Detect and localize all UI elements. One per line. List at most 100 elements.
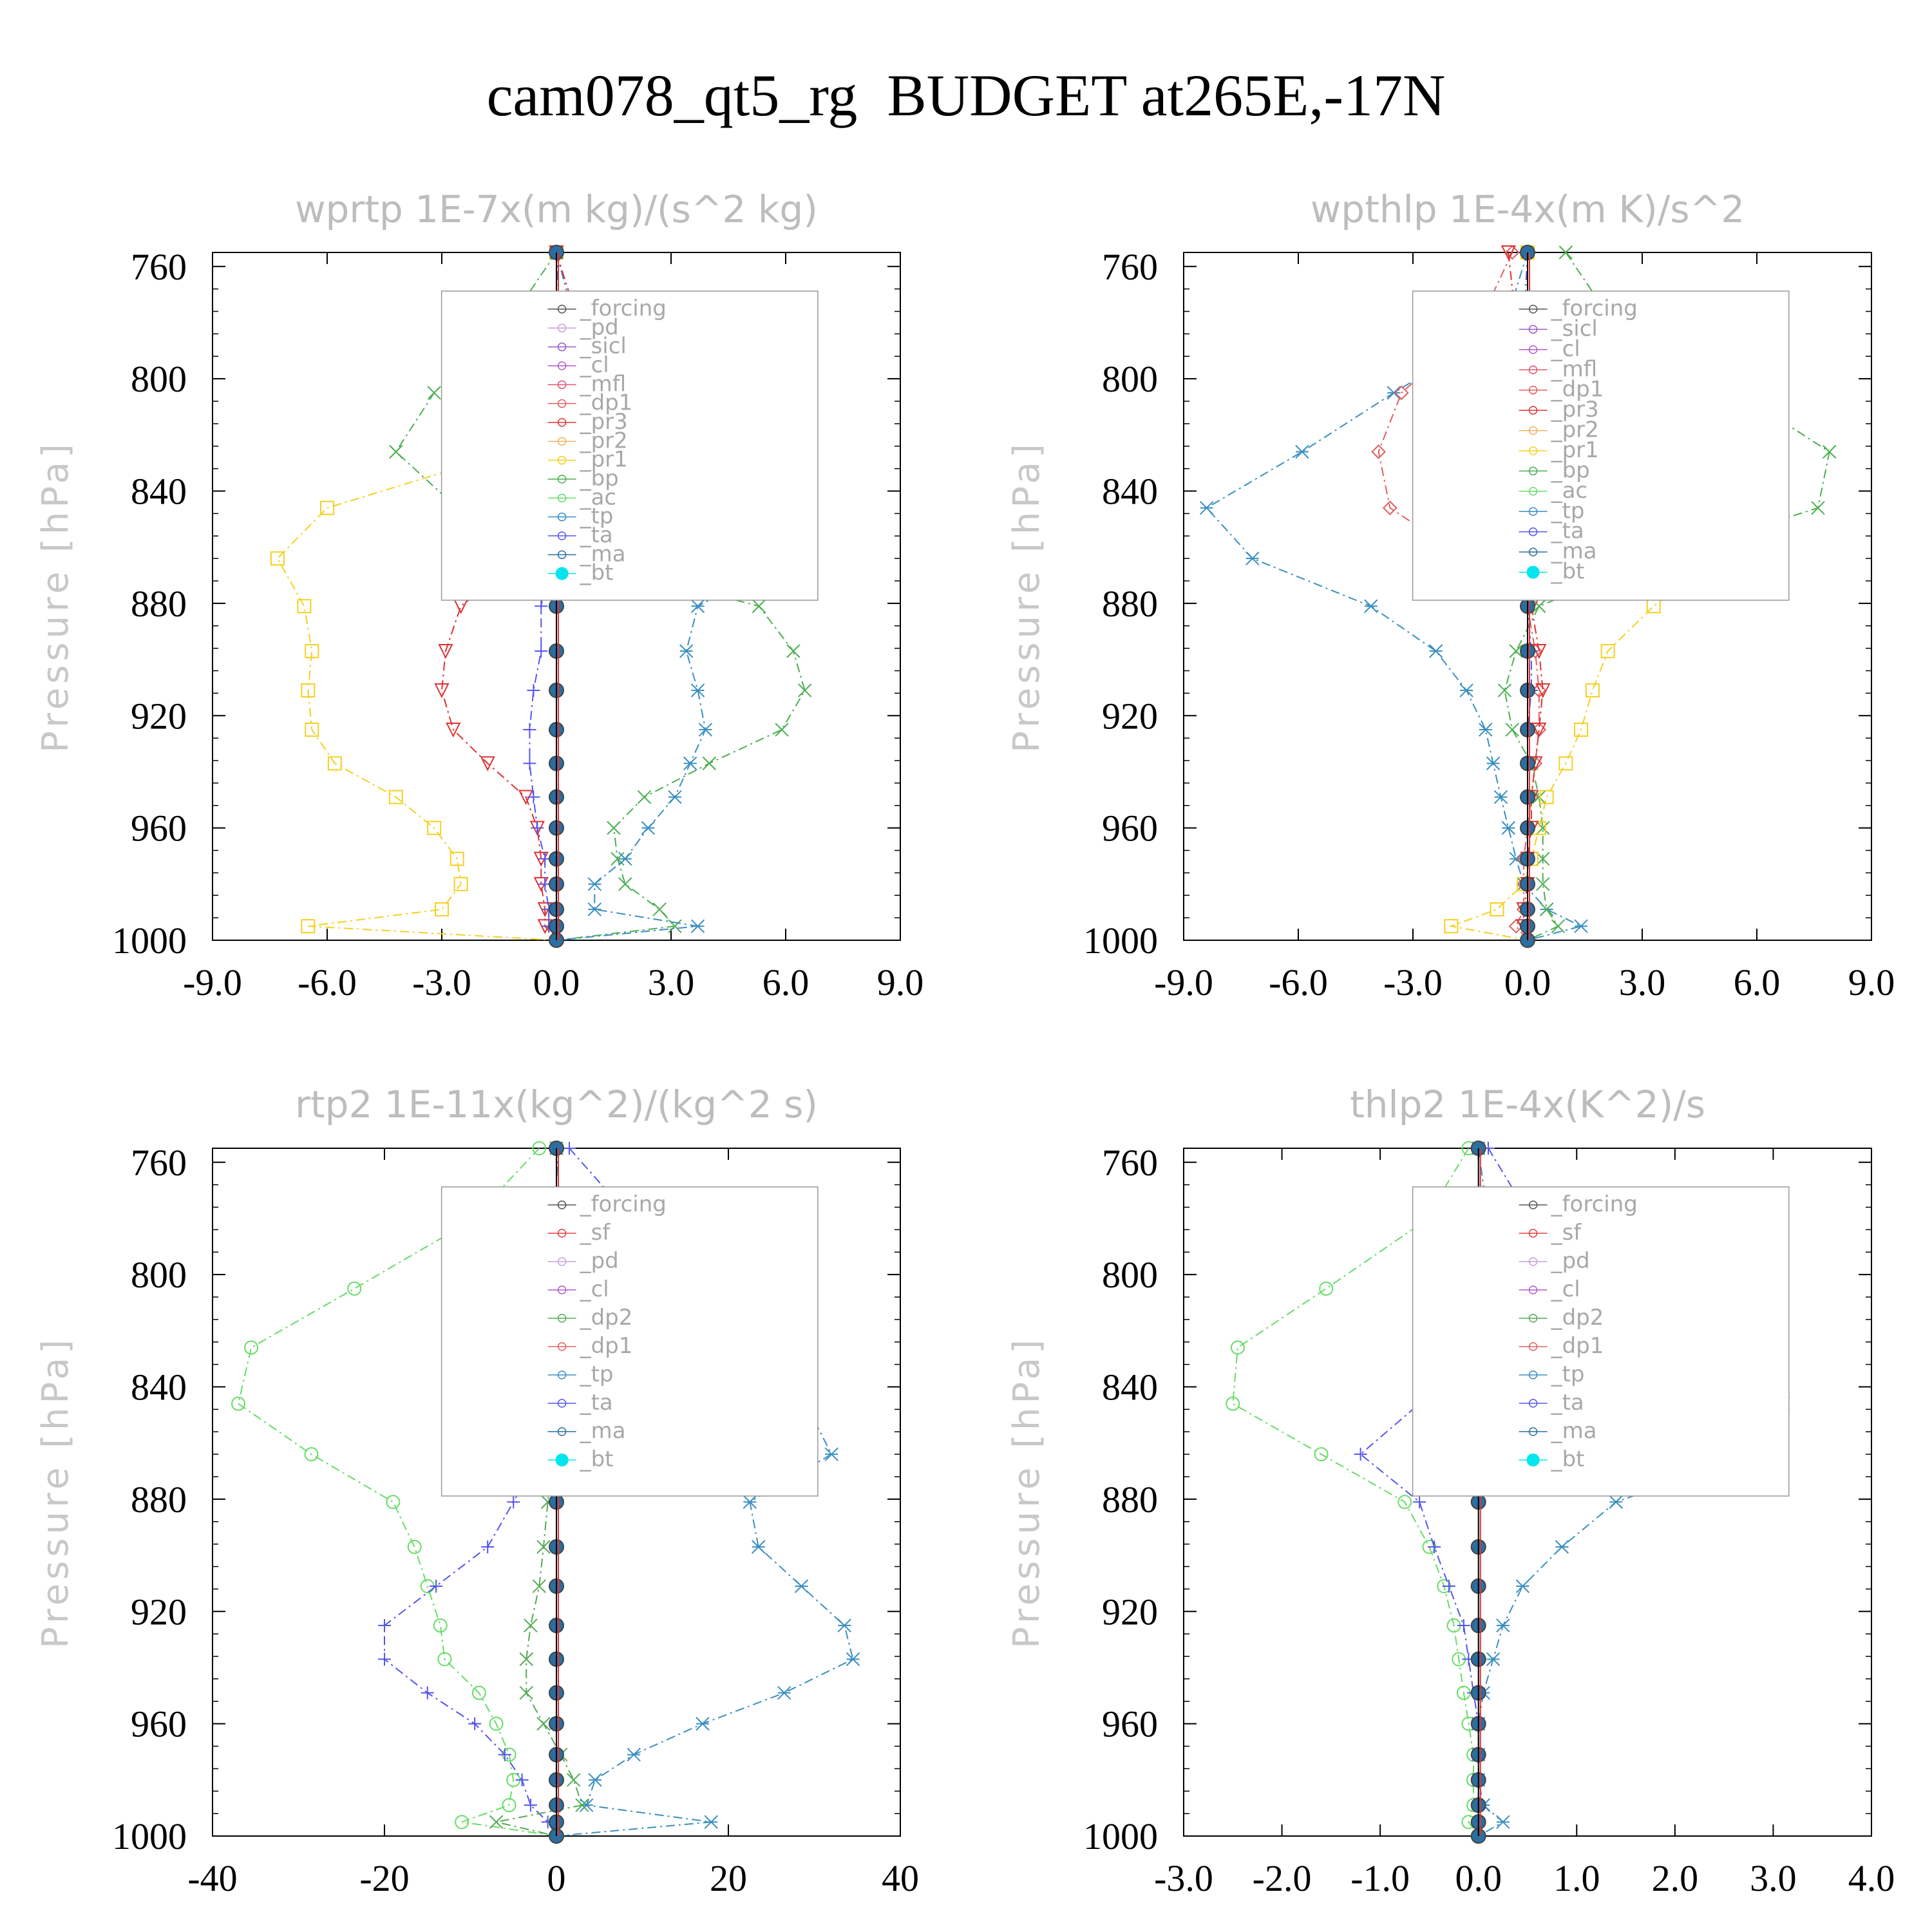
- data-point: [1501, 245, 1516, 261]
- data-point: [524, 1618, 538, 1633]
- data-point: [690, 919, 705, 933]
- legend-label: _ma: [1551, 538, 1597, 564]
- data-point: [502, 1798, 516, 1813]
- legend-label: _sicl: [1551, 316, 1598, 341]
- data-point: [1314, 1447, 1329, 1462]
- legend-label: _bt: [1551, 559, 1585, 585]
- legend-marker: [557, 475, 567, 484]
- x-tick-label: 20: [710, 1857, 747, 1899]
- data-point: [1531, 723, 1547, 738]
- data-point: [1574, 919, 1588, 933]
- data-point: [704, 1815, 719, 1829]
- data-point: [1585, 683, 1600, 698]
- data-point: [1574, 723, 1589, 737]
- legend-label: _forcing: [580, 296, 667, 321]
- legend-label: _dp1: [1551, 1333, 1604, 1359]
- data-point: [587, 877, 602, 891]
- data-point: [1354, 1448, 1367, 1461]
- y-tick-label: 960: [131, 1703, 187, 1745]
- data-point: [1505, 723, 1519, 737]
- data-point: [1413, 1495, 1426, 1509]
- data-point: [607, 820, 621, 835]
- data-point: [618, 877, 632, 891]
- legend-marker: [1528, 385, 1538, 395]
- legend-marker: [1528, 466, 1538, 476]
- data-point: [468, 1717, 482, 1730]
- data-point: [1497, 683, 1512, 697]
- data-point: [627, 1747, 641, 1762]
- data-point: [446, 723, 461, 738]
- data-point: [531, 821, 544, 835]
- series-line: [395, 252, 806, 941]
- legend-marker: [557, 531, 567, 540]
- data-point: [304, 1447, 319, 1462]
- figure-title: cam078_qt5_rg BUDGET at265E,-17N: [486, 62, 1446, 128]
- series-line: [276, 252, 557, 941]
- y-tick-label: 840: [1102, 1367, 1158, 1408]
- legend-label: _pr3: [580, 409, 628, 435]
- data-point: [668, 919, 682, 933]
- series-line: [556, 1148, 854, 1837]
- y-tick-label: 920: [1102, 695, 1158, 737]
- data-point: [1486, 1652, 1501, 1667]
- legend-marker: [1528, 527, 1538, 536]
- legend-marker: [1528, 1200, 1538, 1209]
- data-point: [641, 820, 656, 835]
- data-point: [1199, 500, 1214, 515]
- data-point: [489, 1815, 504, 1829]
- y-tick-label: 1000: [1083, 1815, 1158, 1857]
- legend-marker: [557, 512, 567, 522]
- series-line: [1504, 252, 1830, 941]
- data-point: [743, 1495, 757, 1509]
- data-point: [1558, 756, 1573, 771]
- legend-marker: [557, 380, 567, 390]
- legend: _forcing_sicl_cl_mfl_dp1_pr3_pr2_pr1_bp_…: [1412, 290, 1790, 601]
- data-point: [1558, 245, 1573, 260]
- y-tick-label: 800: [131, 358, 187, 400]
- legend-marker: [557, 437, 567, 446]
- legend-marker: [557, 493, 567, 503]
- data-point: [1364, 599, 1378, 613]
- data-point: [524, 1799, 537, 1812]
- data-point: [489, 1716, 504, 1731]
- legend-label: _bt: [580, 1446, 614, 1472]
- data-point: [453, 876, 468, 891]
- data-point: [837, 1618, 851, 1633]
- data-point: [388, 790, 403, 804]
- legend-label: _dp2: [1551, 1305, 1604, 1331]
- data-point: [588, 1773, 602, 1787]
- legend-marker: [1528, 1285, 1538, 1294]
- y-tick-label: 1000: [1083, 920, 1158, 961]
- legend-marker: [1528, 426, 1538, 435]
- x-tick-label: -6.0: [1269, 961, 1328, 1003]
- legend-label: _ta: [1551, 518, 1584, 544]
- data-point: [532, 1141, 547, 1155]
- legend-box: [440, 290, 819, 601]
- data-point: [450, 851, 464, 866]
- data-point: [535, 645, 548, 658]
- data-point: [327, 756, 342, 771]
- x-tick-label: 2.0: [1652, 1857, 1699, 1899]
- legend-label: _pd: [580, 314, 619, 340]
- data-point: [698, 723, 713, 737]
- data-point: [696, 1716, 710, 1731]
- data-point: [305, 723, 319, 737]
- x-tick-label: 0.0: [1455, 1857, 1502, 1899]
- data-point: [301, 683, 316, 698]
- data-point: [668, 790, 682, 804]
- y-tick-label: 920: [131, 695, 187, 737]
- data-point: [1496, 1815, 1510, 1829]
- data-point: [427, 386, 441, 400]
- data-point: [637, 790, 652, 804]
- legend-label: _bt: [580, 560, 614, 586]
- legend-label: _tp: [1551, 498, 1585, 524]
- data-point: [1609, 1495, 1624, 1509]
- data-point: [1501, 820, 1516, 835]
- data-point: [1428, 644, 1443, 658]
- data-point: [1457, 1619, 1470, 1633]
- data-point: [1532, 599, 1546, 613]
- x-tick-label: 0.0: [1504, 961, 1551, 1003]
- legend-marker: [1528, 507, 1538, 516]
- legend: _forcing_pd_sicl_cl_mfl_dp1_pr3_pr2_pr1_…: [440, 290, 819, 601]
- data-point: [389, 444, 403, 459]
